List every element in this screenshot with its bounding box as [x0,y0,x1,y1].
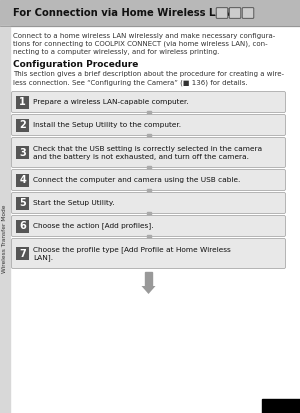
Bar [146,111,151,116]
Bar [145,272,152,286]
Text: Connect the computer and camera using the USB cable.: Connect the computer and camera using th… [33,177,240,183]
Text: Start the Setup Utility.: Start the Setup Utility. [33,200,115,206]
Text: tions for connecting to COOLPIX CONNECT (via home wireless LAN), con-: tions for connecting to COOLPIX CONNECT … [13,41,268,47]
Text: Install the Setup Utility to the computer.: Install the Setup Utility to the compute… [33,122,181,128]
FancyBboxPatch shape [216,8,228,18]
Bar [146,134,151,139]
FancyBboxPatch shape [11,169,286,190]
FancyBboxPatch shape [242,8,254,18]
FancyBboxPatch shape [229,8,241,18]
Bar [262,399,300,413]
Bar [0,26,10,413]
FancyBboxPatch shape [16,197,29,209]
Text: 5: 5 [19,198,26,208]
Text: 3: 3 [19,147,26,157]
Text: This section gives a brief description about the procedure for creating a wire-: This section gives a brief description a… [13,71,284,77]
Text: 6: 6 [19,221,26,231]
Polygon shape [142,286,155,294]
Text: Connect to a home wireless LAN wirelessly and make necessary configura-: Connect to a home wireless LAN wirelessl… [13,33,275,39]
FancyBboxPatch shape [11,238,286,268]
FancyBboxPatch shape [16,95,29,109]
FancyBboxPatch shape [16,247,29,260]
Text: 1: 1 [19,97,26,107]
FancyBboxPatch shape [16,219,29,233]
FancyBboxPatch shape [16,146,29,159]
Text: Wireless Transfer Mode: Wireless Transfer Mode [2,204,8,273]
Text: Choose the profile type [Add Profile at Home Wireless
LAN].: Choose the profile type [Add Profile at … [33,246,231,261]
Text: For Connection via Home Wireless LAN: For Connection via Home Wireless LAN [13,8,232,18]
Bar [146,166,151,171]
FancyBboxPatch shape [16,173,29,187]
Text: Configuration Procedure: Configuration Procedure [13,60,138,69]
FancyBboxPatch shape [11,216,286,237]
FancyBboxPatch shape [11,114,286,135]
Text: Prepare a wireless LAN-capable computer.: Prepare a wireless LAN-capable computer. [33,99,189,105]
Text: necting to a computer wirelessly, and for wireless printing.: necting to a computer wirelessly, and fo… [13,49,219,55]
Text: 4: 4 [19,175,26,185]
Text: 2: 2 [19,120,26,130]
Bar [146,212,151,217]
FancyBboxPatch shape [11,138,286,168]
Text: 7: 7 [19,249,26,259]
Bar [146,235,151,240]
FancyBboxPatch shape [16,119,29,131]
FancyBboxPatch shape [11,92,286,112]
Text: less connection. See “Configuring the Camera” (■ 136) for details.: less connection. See “Configuring the Ca… [13,79,247,86]
FancyBboxPatch shape [11,192,286,214]
Bar [146,189,151,194]
Text: Choose the action [Add profiles].: Choose the action [Add profiles]. [33,223,154,229]
Bar [0,0,300,26]
Text: Check that the USB setting is correctly selected in the camera
and the battery i: Check that the USB setting is correctly … [33,145,262,159]
